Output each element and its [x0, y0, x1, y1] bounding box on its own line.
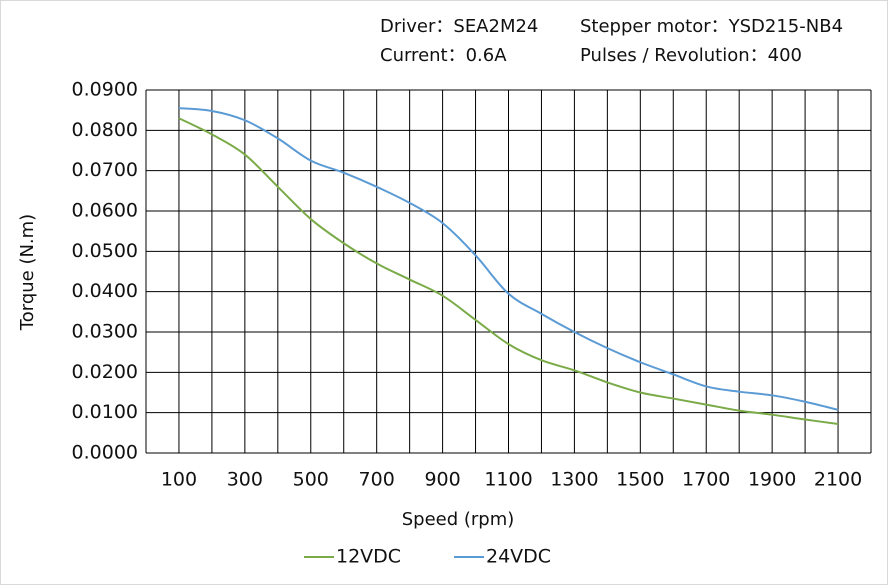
y-axis-label: Torque (N.m)	[17, 214, 38, 331]
y-tick-label: 0.0700	[72, 159, 138, 181]
x-tick-label: 1500	[616, 469, 664, 491]
annotation: Pulses / Revolution：400	[580, 45, 802, 66]
legend-label: 12VDC	[336, 546, 401, 568]
x-tick-label: 700	[359, 469, 395, 491]
x-tick-label: 1900	[748, 469, 796, 491]
x-tick-label: 900	[424, 469, 460, 491]
x-tick-label: 500	[293, 469, 329, 491]
y-tick-label: 0.0000	[72, 442, 138, 464]
x-tick-label: 100	[161, 469, 197, 491]
annotation: Stepper motor：YSD215-NB4	[580, 16, 843, 37]
y-tick-label: 0.0800	[72, 119, 138, 141]
y-tick-label: 0.0200	[72, 361, 138, 383]
y-tick-label: 0.0500	[72, 240, 138, 262]
legend-label: 24VDC	[486, 546, 551, 568]
annotation: Driver：SEA2M24	[380, 16, 538, 37]
y-tick-label: 0.0300	[72, 321, 138, 343]
y-tick-label: 0.0600	[72, 200, 138, 222]
x-tick-label: 300	[227, 469, 263, 491]
x-axis-label: Speed (rpm)	[402, 509, 515, 530]
x-tick-label: 1100	[484, 469, 532, 491]
x-tick-label: 2100	[814, 469, 862, 491]
x-tick-label: 1300	[550, 469, 598, 491]
x-tick-label: 1700	[682, 469, 730, 491]
line-series	[178, 117, 839, 425]
y-tick-label: 0.0100	[72, 401, 138, 423]
annotation: Current：0.6A	[380, 45, 507, 66]
y-tick-label: 0.0900	[72, 79, 138, 101]
line-series	[178, 107, 839, 411]
y-tick-label: 0.0400	[72, 280, 138, 302]
